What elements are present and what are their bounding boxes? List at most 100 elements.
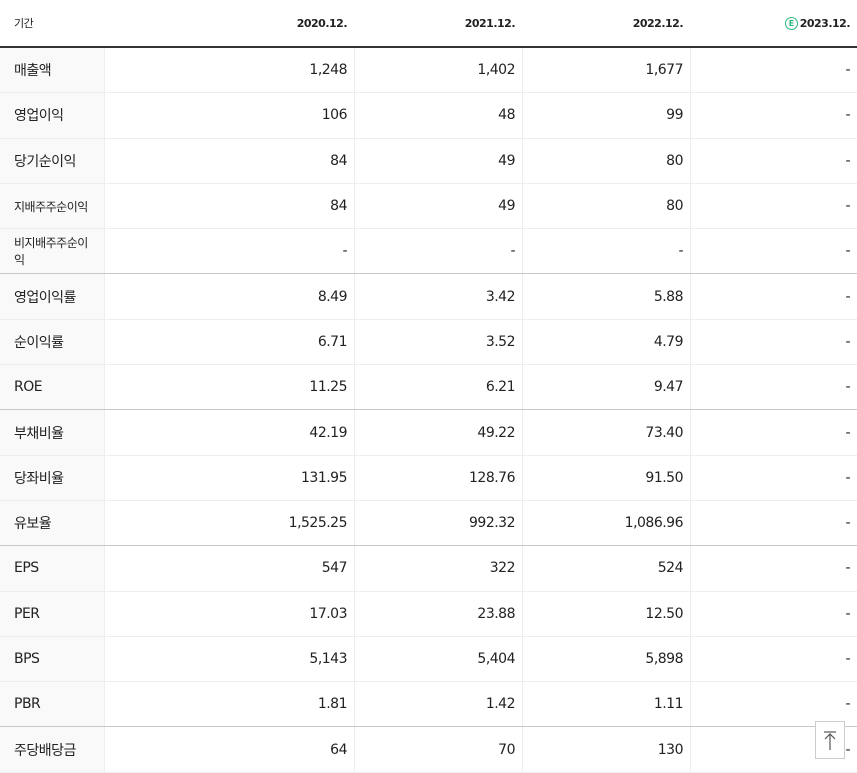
value-cell: - [354, 229, 522, 274]
row-label: 영업이익률 [0, 274, 104, 319]
value-cell: - [690, 546, 857, 591]
row-label: BPS [0, 636, 104, 682]
value-cell: 131.95 [104, 455, 354, 500]
value-cell: - [690, 500, 857, 546]
header-cell: 2022.12. [522, 0, 690, 46]
row-label: 부채비율 [0, 410, 104, 455]
value-cell: 106 [104, 93, 354, 138]
value-cell: - [690, 93, 857, 138]
value-cell: 48 [354, 93, 522, 138]
row-label: 주당배당금 [0, 727, 104, 772]
table-row: 부채비율 42.19 49.22 73.40- [0, 410, 857, 456]
value-cell: 547 [104, 546, 354, 591]
table-row: 매출액 1,248 1,402 1,677- [0, 48, 857, 94]
row-label: 지배주주순이익 [0, 183, 104, 229]
table-row: PBR 1.81 1.42 1.11- [0, 682, 857, 728]
value-cell: 6.21 [354, 365, 522, 410]
row-label: 당기순이익 [0, 138, 104, 183]
row-label: 당좌비율 [0, 455, 104, 500]
table-row: 비지배주주순이익 - - - - [0, 229, 857, 275]
value-cell: 17.03 [104, 591, 354, 636]
value-cell: - [690, 229, 857, 274]
value-cell: 3.52 [354, 319, 522, 365]
value-cell: 11.25 [104, 365, 354, 410]
header-text: 2021.12. [464, 16, 516, 30]
value-cell: 1,086.96 [522, 500, 690, 546]
arrow-up-icon [824, 731, 836, 750]
header-text: 2020.12. [296, 16, 348, 30]
value-cell: - [690, 727, 857, 772]
table-row: ROE 11.25 6.21 9.47- [0, 365, 857, 411]
table-row: 지배주주순이익 84 49 80- [0, 183, 857, 230]
value-cell: 99 [522, 93, 690, 138]
value-cell: 12.50 [522, 591, 690, 636]
table-row: 영업이익 106 48 99- [0, 93, 857, 139]
value-cell: - [690, 455, 857, 500]
table-row: 당좌비율 131.95 128.76 91.50- [0, 455, 857, 501]
value-cell: 80 [522, 183, 690, 229]
value-cell: 6.71 [104, 319, 354, 365]
value-cell: 5,898 [522, 636, 690, 682]
value-cell: 5,404 [354, 636, 522, 682]
scroll-top-button[interactable] [815, 721, 845, 759]
value-cell: 49 [354, 183, 522, 229]
header-cell: 기간 [0, 0, 104, 46]
value-cell: - [690, 138, 857, 183]
value-cell: - [690, 48, 857, 93]
table-row: EPS 547 322 524- [0, 546, 857, 592]
value-cell: - [690, 410, 857, 455]
value-cell: - [690, 319, 857, 365]
header-cell: 2021.12. [354, 0, 522, 46]
value-cell: 80 [522, 138, 690, 183]
value-cell: 5,143 [104, 636, 354, 682]
value-cell: 1.11 [522, 682, 690, 727]
header-text: 기간 [14, 17, 34, 30]
value-cell: 49 [354, 138, 522, 183]
row-label: 비지배주주순이익 [0, 229, 104, 274]
value-cell: 1.81 [104, 682, 354, 727]
value-cell: 64 [104, 727, 354, 772]
value-cell: 524 [522, 546, 690, 591]
value-cell: 128.76 [354, 455, 522, 500]
table-row: PER 17.03 23.88 12.50- [0, 591, 857, 637]
value-cell: 1,677 [522, 48, 690, 93]
row-label: ROE [0, 365, 104, 410]
table-row: 당기순이익 84 49 80- [0, 138, 857, 184]
value-cell: - [690, 183, 857, 229]
value-cell: 1,402 [354, 48, 522, 93]
header-row: 기간 2020.12. 2021.12. 2022.12. E 2023.12. [0, 0, 857, 48]
value-cell: - [104, 229, 354, 274]
row-label: 순이익률 [0, 319, 104, 365]
value-cell: 91.50 [522, 455, 690, 500]
value-cell: - [690, 682, 857, 727]
table-row: 영업이익률 8.49 3.42 5.88- [0, 274, 857, 320]
row-label: 영업이익 [0, 93, 104, 138]
row-label: PER [0, 591, 104, 636]
value-cell: 23.88 [354, 591, 522, 636]
table-row: 유보율 1,525.25 992.32 1,086.96- [0, 500, 857, 547]
value-cell: 42.19 [104, 410, 354, 455]
value-cell: 49.22 [354, 410, 522, 455]
value-cell: 70 [354, 727, 522, 772]
row-label: EPS [0, 546, 104, 591]
value-cell: 5.88 [522, 274, 690, 319]
row-label: PBR [0, 682, 104, 727]
value-cell: 73.40 [522, 410, 690, 455]
header-text: 2022.12. [632, 16, 684, 30]
value-cell: - [690, 274, 857, 319]
value-cell: 8.49 [104, 274, 354, 319]
value-cell: 1,525.25 [104, 500, 354, 546]
row-label: 매출액 [0, 48, 104, 93]
table-row: BPS 5,143 5,404 5,898- [0, 636, 857, 683]
value-cell: - [690, 365, 857, 410]
value-cell: - [522, 229, 690, 274]
value-cell: 84 [104, 183, 354, 229]
header-cell: 2020.12. [104, 0, 354, 46]
table-row: 주당배당금 64 70 130- [0, 727, 857, 773]
header-cell: E 2023.12. [690, 0, 857, 46]
value-cell: 992.32 [354, 500, 522, 546]
value-cell: - [690, 636, 857, 682]
value-cell: - [690, 591, 857, 636]
